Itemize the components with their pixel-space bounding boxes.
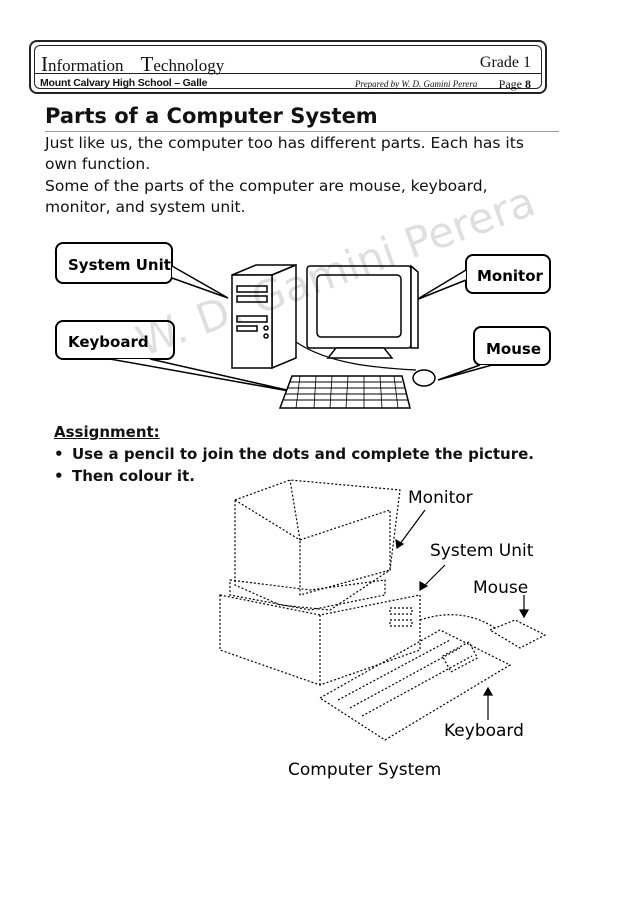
mouse-drawing xyxy=(412,369,436,387)
dotted-keyboard xyxy=(318,629,512,741)
dotted-caption: Computer System xyxy=(288,760,441,780)
header-divider xyxy=(35,73,541,74)
callout-mouse: Mouse xyxy=(437,326,551,381)
paragraph-line: monitor, and system unit. xyxy=(45,198,246,216)
callout-monitor: Monitor xyxy=(415,254,551,301)
list-item: • Use a pencil to join the dots and compl… xyxy=(54,445,534,463)
prepared-by: Prepared by W. D. Gamini Perera xyxy=(355,79,478,89)
assignment-heading: Assignment: xyxy=(54,423,160,441)
monitor-drawing xyxy=(306,264,419,359)
school-name: Mount Calvary High School – Galle xyxy=(40,77,208,89)
paragraph-line: Just like us, the computer too has diffe… xyxy=(45,134,524,152)
dotted-monitor-outline xyxy=(234,479,401,611)
mouse-cable xyxy=(295,341,417,371)
page-title: Parts of a Computer System xyxy=(45,104,378,128)
dotted-mouse xyxy=(488,619,547,649)
paragraph-line: own function. xyxy=(45,155,151,173)
list-item-text: Then colour it. xyxy=(72,467,195,485)
label-monitor: Monitor xyxy=(477,267,544,285)
dotted-label-system-unit: System Unit xyxy=(430,541,534,561)
page-label: Page xyxy=(498,77,522,91)
dotted-monitor-base xyxy=(229,579,386,611)
subject-title: Information Technology xyxy=(41,52,224,77)
label-keyboard: Keyboard xyxy=(68,333,149,351)
dotted-label-monitor: Monitor xyxy=(408,488,473,508)
label-mouse: Mouse xyxy=(486,340,541,358)
dotted-label-keyboard: Keyboard xyxy=(444,721,524,741)
subject-word-2: echnology xyxy=(153,56,225,75)
subject-word-1: nformation xyxy=(48,56,124,75)
title-underline xyxy=(45,131,559,132)
page-header: Information Technology Grade 1 Mount Cal… xyxy=(29,40,547,94)
grade-label: Grade 1 xyxy=(479,54,531,71)
system-unit-drawing xyxy=(231,263,297,370)
list-item: • Then colour it. xyxy=(54,467,195,485)
keyboard-drawing xyxy=(278,375,411,409)
computer-parts-diagram: System Unit Monitor Keyboard Mouse xyxy=(55,242,551,409)
list-item-text: Use a pencil to join the dots and comple… xyxy=(72,445,534,463)
assignment-list: • Use a pencil to join the dots and compl… xyxy=(54,443,534,487)
dotted-monitor-screen xyxy=(299,509,391,596)
subject-initial-i: I xyxy=(41,52,48,76)
callout-system-unit: System Unit xyxy=(55,242,229,299)
callout-keyboard: Keyboard xyxy=(55,320,301,394)
dotted-label-mouse: Mouse xyxy=(473,578,528,598)
page-number-value: 8 xyxy=(525,77,531,91)
header-inner-border: Information Technology Grade 1 Mount Cal… xyxy=(34,45,542,92)
subject-initial-t: T xyxy=(140,52,154,76)
paragraph-line: Some of the parts of the computer are mo… xyxy=(45,177,488,195)
page-number: Page 8 xyxy=(499,77,531,92)
dotted-computer-drawing: Monitor System Unit Mouse Keyboard Compu… xyxy=(219,479,547,780)
label-system-unit: System Unit xyxy=(68,256,171,274)
